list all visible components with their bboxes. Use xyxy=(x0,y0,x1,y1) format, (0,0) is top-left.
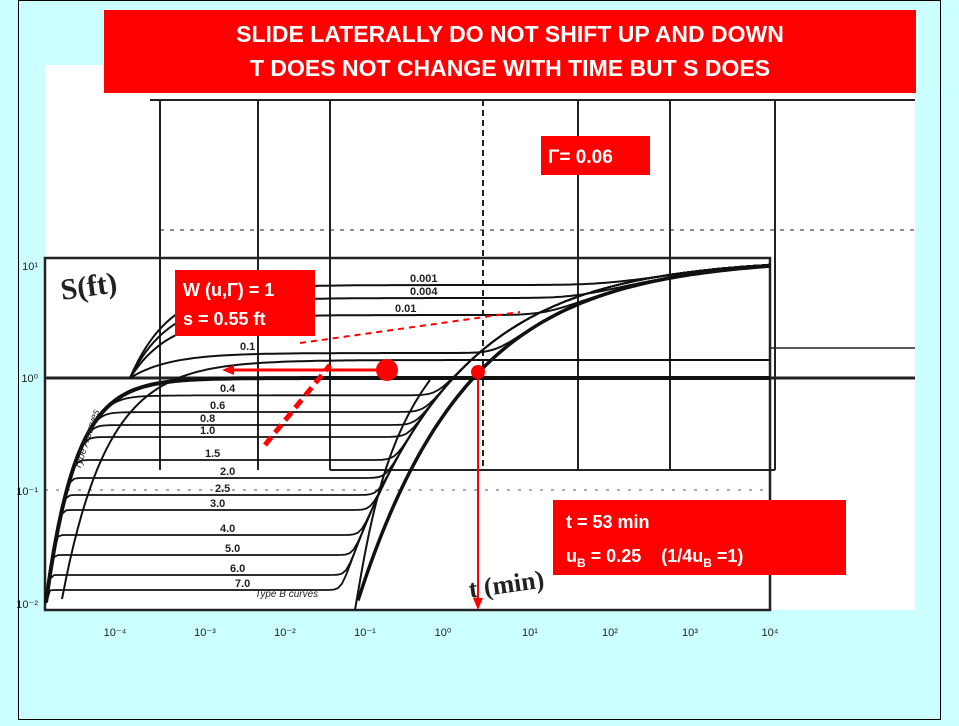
match-line: W (u,Γ) = 1 xyxy=(183,280,274,300)
y-tick-label: 10⁰ xyxy=(21,373,38,385)
type-b-curve xyxy=(129,265,771,379)
curve-label: 5.0 xyxy=(225,543,240,555)
time-line-text: t = 53 min xyxy=(566,512,650,532)
dashed-guide xyxy=(263,363,332,447)
curve-label: 6.0 xyxy=(230,563,245,575)
type-a-curve xyxy=(61,359,770,600)
y-label: S(ft) xyxy=(58,266,119,307)
type-b-label: Type B curves xyxy=(255,589,318,600)
curve-label: 1.0 xyxy=(200,425,215,437)
x-tick-label: 10⁻² xyxy=(274,627,296,639)
subscript: B xyxy=(703,556,712,570)
match-box xyxy=(175,270,315,336)
x-tick-label: 10⁻³ xyxy=(194,627,216,639)
text-part: u xyxy=(566,546,577,566)
curve-label: 0.004 xyxy=(410,286,438,298)
curve-label: 0.01 xyxy=(395,303,416,315)
title-box xyxy=(104,10,916,93)
time-line-text: uB = 0.25 (1/4uB =1) xyxy=(566,546,743,570)
title-line: SLIDE LATERALLY DO NOT SHIFT UP AND DOWN xyxy=(236,21,784,47)
arrow-head xyxy=(222,365,234,375)
gamma-text: Γ= 0.06 xyxy=(548,147,613,168)
match-line: s = 0.55 ft xyxy=(183,309,266,329)
x-tick-label: 10³ xyxy=(682,627,698,639)
type-a-curve xyxy=(44,376,770,603)
title-line: T DOES NOT CHANGE WITH TIME BUT S DOES xyxy=(250,55,770,81)
text-part: =1) xyxy=(712,546,744,566)
x-tick-label: 10⁻¹ xyxy=(354,627,376,639)
y-tick-label: 10⁻¹ xyxy=(16,486,38,498)
type-b-curve xyxy=(45,263,771,604)
curve-label: 7.0 xyxy=(235,578,250,590)
curve-label: 0.001 xyxy=(410,273,438,285)
curve-label: 2.0 xyxy=(220,466,235,478)
curve-label: 1.5 xyxy=(205,448,220,460)
curve-label: 0.6 xyxy=(210,400,225,412)
curve-label: 2.5 xyxy=(215,483,230,495)
x-tick-label: 10⁴ xyxy=(762,627,779,639)
subscript: B xyxy=(577,556,586,570)
dashed-guide xyxy=(299,311,521,344)
curve-label: 4.0 xyxy=(220,523,235,535)
curve-label: 0.8 xyxy=(200,413,215,425)
arrow-head xyxy=(473,598,483,610)
curve-label: 0.1 xyxy=(240,341,255,353)
gamma-box xyxy=(541,136,650,175)
y-tick-label: 10⁻² xyxy=(16,599,38,611)
x-tick-label: 10² xyxy=(602,627,618,639)
x-tick-label: 10⁰ xyxy=(435,627,452,639)
curve-label: 3.0 xyxy=(210,498,225,510)
time-box xyxy=(553,500,846,575)
match-point xyxy=(376,359,398,381)
x-tick-label: 10⁻⁴ xyxy=(104,627,127,639)
x-tick-label: 10¹ xyxy=(522,627,538,639)
steep-curve xyxy=(354,379,431,611)
curve-label: 0.4 xyxy=(220,383,236,395)
slide-frame xyxy=(18,0,941,720)
text-part: = 0.25 (1/4u xyxy=(586,546,704,566)
y-tick-label: 10¹ xyxy=(22,261,38,273)
